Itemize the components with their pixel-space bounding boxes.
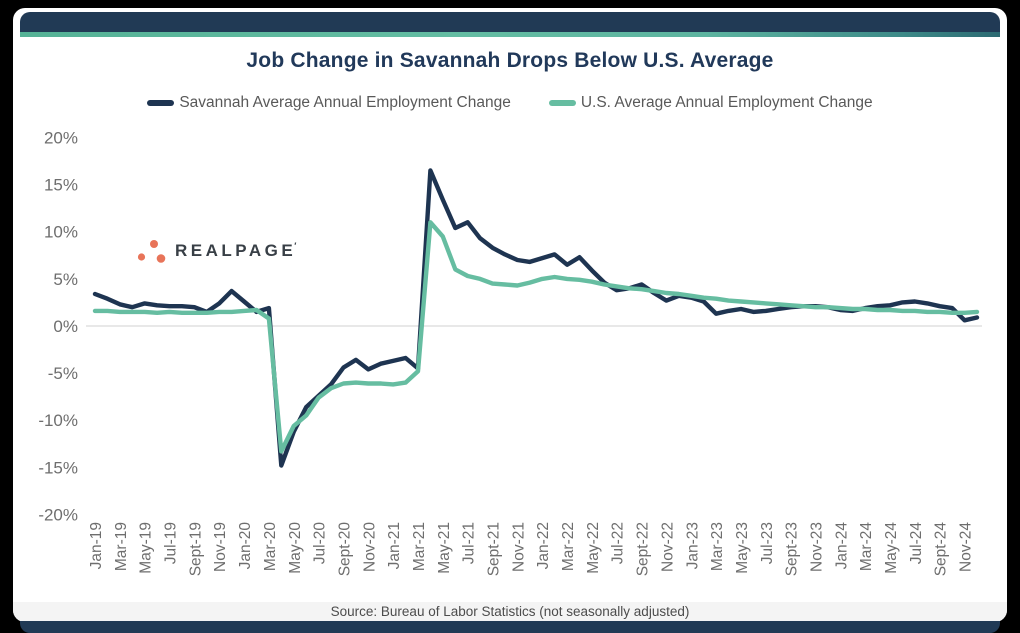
x-tick-label: Sept-19 xyxy=(187,522,204,576)
x-tick-label: May-19 xyxy=(138,522,155,574)
x-tick-label: Nov-22 xyxy=(659,522,676,572)
legend-label-savannah: Savannah Average Annual Employment Chang… xyxy=(179,94,511,111)
x-tick-label: Jul-20 xyxy=(312,522,329,565)
x-tick-label: Mar-21 xyxy=(411,522,428,571)
x-tick-label: Nov-24 xyxy=(958,522,975,572)
x-tick-label: Sept-22 xyxy=(635,522,652,576)
x-tick-label: May-24 xyxy=(883,522,900,574)
x-tick-label: Jan-21 xyxy=(386,522,403,569)
x-tick-label: Nov-20 xyxy=(361,522,378,572)
x-tick-label: Jan-22 xyxy=(535,522,552,569)
report-card xyxy=(13,8,1007,622)
chart-legend: Savannah Average Annual Employment Chang… xyxy=(0,94,1020,112)
realpage-logo: REALPAGE′ xyxy=(137,236,300,266)
source-text: Source: Bureau of Labor Statistics (not … xyxy=(330,604,690,619)
header-bar xyxy=(20,12,1000,32)
savannah-series-line xyxy=(92,168,980,468)
x-tick-label: Jan-20 xyxy=(237,522,254,570)
y-tick-label: -20% xyxy=(38,505,78,524)
source-band: Source: Bureau of Labor Statistics (not … xyxy=(13,602,1007,622)
us-series-line xyxy=(92,220,980,454)
x-tick-label: Sept-23 xyxy=(784,522,801,576)
x-tick-label: Nov-19 xyxy=(212,522,229,572)
x-tick-label: Nov-23 xyxy=(809,522,826,572)
y-tick-label: -10% xyxy=(38,411,78,430)
x-tick-label: Nov-21 xyxy=(510,522,527,572)
x-tick-label: May-20 xyxy=(287,522,304,574)
x-tick-label: Sept-21 xyxy=(486,522,503,576)
header-accent-strip xyxy=(20,32,1000,37)
x-tick-label: Mar-19 xyxy=(113,522,130,571)
x-tick-label: Jul-22 xyxy=(610,522,627,564)
y-tick-label: 10% xyxy=(44,223,78,242)
employment-line-chart: 20% 15% 10% 5% 0% -5% -10% -15% -20% Jan-19 Mar-19… xyxy=(38,128,982,577)
x-tick-label: Mar-22 xyxy=(560,522,577,571)
savannah-series-marker xyxy=(147,100,175,106)
x-tick-label: Jul-24 xyxy=(908,522,925,565)
legend-label-us: U.S. Average Annual Employment Change xyxy=(580,94,873,111)
realpage-dots-icon xyxy=(137,240,166,263)
x-tick-label: Mar-24 xyxy=(858,522,875,571)
footer-bar xyxy=(20,621,1000,633)
y-tick-label: 5% xyxy=(53,270,78,289)
x-tick-label: Sept-24 xyxy=(933,522,950,577)
us-series-marker xyxy=(548,100,576,106)
x-tick-label: May-21 xyxy=(436,522,453,574)
x-tick-label: Mar-23 xyxy=(709,522,726,571)
logo-trademark: ′ xyxy=(294,241,300,251)
y-tick-label: 20% xyxy=(44,128,78,147)
x-tick-label: Sept-20 xyxy=(336,522,353,577)
x-tick-label: May-23 xyxy=(734,522,751,574)
legend-item-us: U.S. Average Annual Employment Change xyxy=(548,94,873,112)
x-tick-label: Jul-19 xyxy=(163,522,180,564)
x-tick-label: Jul-23 xyxy=(759,522,776,564)
x-tick-label: Jan-23 xyxy=(684,522,701,569)
x-tick-label: May-22 xyxy=(585,522,602,574)
legend-item-savannah: Savannah Average Annual Employment Chang… xyxy=(147,94,511,112)
x-tick-label: Mar-20 xyxy=(262,522,279,571)
x-tick-label: Jan-19 xyxy=(88,522,105,569)
x-tick-label: Jan-24 xyxy=(833,522,850,570)
realpage-logo-text: REALPAGE′ xyxy=(175,241,300,260)
x-tick-label: Jul-21 xyxy=(461,522,478,564)
y-tick-label: -15% xyxy=(38,458,78,477)
y-tick-label: 0% xyxy=(53,317,78,336)
chart-area: 20% 15% 10% 5% 0% -5% -10% -15% -20% Jan-19 Mar-19… xyxy=(0,118,1020,596)
y-tick-label: -5% xyxy=(48,364,78,383)
chart-title: Job Change in Savannah Drops Below U.S. … xyxy=(246,49,774,72)
y-tick-label: 15% xyxy=(44,176,78,195)
